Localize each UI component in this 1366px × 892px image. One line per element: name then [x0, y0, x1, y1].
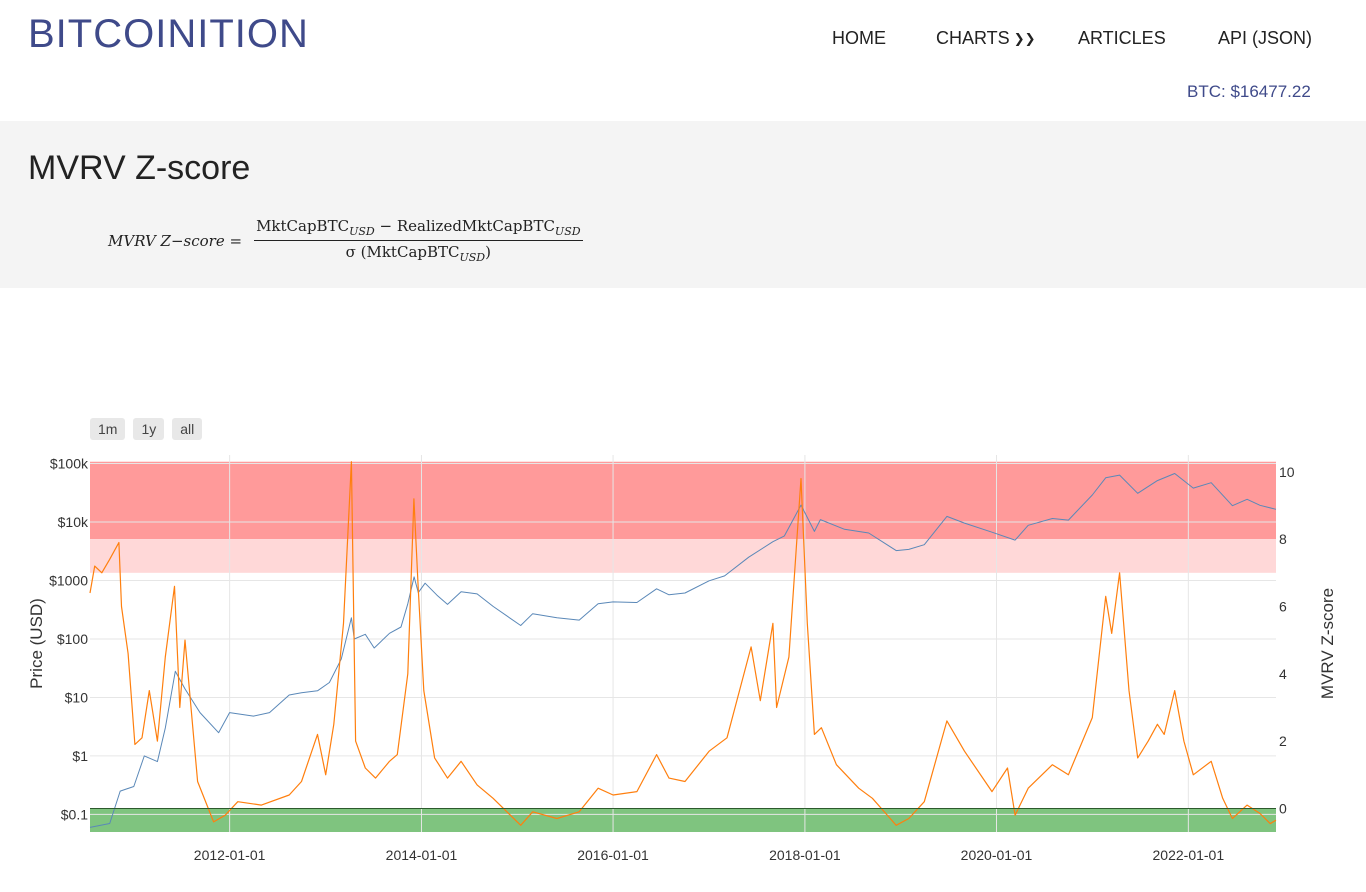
y-left-tick-4: $10 — [65, 689, 89, 705]
nav-api-json[interactable]: API (JSON) — [1218, 28, 1313, 48]
x-tick-5: 2022-01-01 — [1153, 847, 1225, 863]
mvrv-chart[interactable]: $100k $10k $1000 $100 $10 $1 $0.1 10 8 6 4 2 0 2012-0… — [0, 440, 1366, 892]
formula-num-a: MktCapBTC — [256, 217, 350, 235]
formula-num-sub-b: USD — [554, 225, 581, 238]
zone-bands — [90, 461, 1276, 832]
zone-band-2 — [90, 808, 1276, 832]
x-tick-0: 2012-01-01 — [194, 847, 266, 863]
gridlines — [90, 455, 1276, 832]
y-right-tick-5: 0 — [1279, 800, 1287, 816]
y-axis-left-title: Price (USD) — [27, 598, 46, 689]
y-right-tick-0: 10 — [1279, 464, 1295, 480]
y-left-tick-6: $0.1 — [61, 806, 88, 822]
x-tick-2: 2016-01-01 — [577, 847, 649, 863]
brand-logo[interactable]: BITCOINITION — [28, 12, 309, 56]
range-selector: 1m 1y all — [90, 418, 203, 440]
formula-fraction: MktCapBTCUSD − RealizedMktCapBTCUSD σ (M… — [254, 217, 583, 264]
y-right-tick-2: 6 — [1279, 598, 1287, 614]
formula-den-sub: USD — [459, 251, 486, 264]
formula-numerator: MktCapBTCUSD − RealizedMktCapBTCUSD — [254, 217, 583, 241]
nav-charts-label: CHARTS — [936, 28, 1010, 48]
formula-num-op: − — [374, 217, 397, 235]
formula-den-post: ) — [485, 243, 491, 261]
range-all-button[interactable]: all — [172, 418, 203, 440]
formula-denominator: σ (MktCapBTCUSD) — [346, 241, 491, 264]
mvrv-formula: MVRV Z−score = MktCapBTCUSD − RealizedMk… — [108, 217, 583, 264]
y-right-tick-4: 2 — [1279, 733, 1287, 749]
range-1y-button[interactable]: 1y — [133, 418, 165, 440]
range-1m-button[interactable]: 1m — [90, 418, 126, 440]
formula-den-pre: σ (MktCapBTC — [345, 243, 460, 261]
double-chevron-down-icon: ❯❯ — [1013, 31, 1036, 46]
y-left-tick-2: $1000 — [49, 572, 88, 588]
nav-articles[interactable]: ARTICLES — [1078, 28, 1166, 48]
zone-band-0 — [90, 461, 1276, 540]
btc-price-ticker: BTC: $16477.22 — [1187, 82, 1311, 101]
y-axis-right-title: MVRV Z-score — [1318, 588, 1337, 699]
y-right-tick-1: 8 — [1279, 531, 1287, 547]
nav-home[interactable]: HOME — [832, 28, 886, 48]
zone-band-1 — [90, 539, 1276, 573]
y-right-tick-3: 4 — [1279, 666, 1287, 682]
formula-num-sub-a: USD — [349, 225, 375, 238]
nav-charts[interactable]: CHARTS ❯❯ — [936, 28, 1035, 49]
y-left-tick-0: $100k — [50, 456, 89, 472]
hero-section: MVRV Z-score MVRV Z−score = MktCapBTCUSD… — [0, 121, 1366, 288]
main-nav: HOME CHARTS ❯❯ ARTICLES API (JSON) — [0, 28, 1366, 48]
formula-num-b: RealizedMktCapBTC — [396, 217, 555, 235]
page-title: MVRV Z-score — [28, 149, 251, 187]
y-left-tick-3: $100 — [57, 631, 88, 647]
x-tick-3: 2018-01-01 — [769, 847, 841, 863]
price-line — [89, 473, 1277, 828]
formula-lhs: MVRV Z−score = — [108, 231, 243, 250]
axes: $100k $10k $1000 $100 $10 $1 $0.1 10 8 6 4 2 0 2012-0… — [49, 456, 1295, 863]
x-tick-1: 2014-01-01 — [386, 847, 458, 863]
x-tick-4: 2020-01-01 — [961, 847, 1033, 863]
y-left-tick-5: $1 — [72, 748, 88, 764]
y-left-tick-1: $10k — [58, 514, 89, 530]
